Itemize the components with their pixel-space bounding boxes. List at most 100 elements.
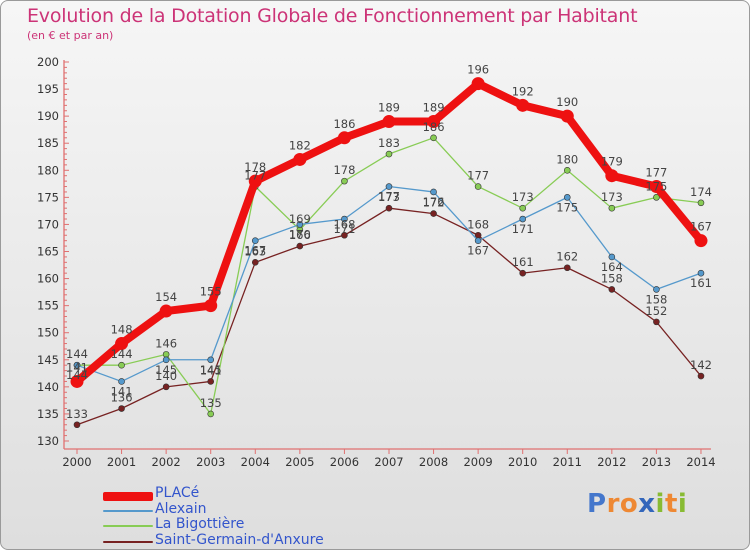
x-tick-label: 2011 bbox=[553, 455, 582, 469]
data-point-alexain bbox=[697, 269, 705, 277]
data-label-alexain: 144 bbox=[66, 368, 88, 382]
x-tick-label: 2014 bbox=[686, 455, 715, 469]
data-point-alexain bbox=[73, 361, 81, 369]
data-point-plac- bbox=[70, 374, 84, 388]
x-tick-label: 2008 bbox=[419, 455, 448, 469]
data-label-saint-germain-d-anxure: 168 bbox=[333, 217, 355, 231]
data-label-plac-: 189 bbox=[423, 101, 445, 115]
data-point-saint-germain-d-anxure bbox=[118, 405, 125, 412]
x-tick-label: 2000 bbox=[62, 455, 91, 469]
chart-title: Evolution de la Dotation Globale de Fonc… bbox=[27, 5, 638, 27]
data-point-saint-germain-d-anxure bbox=[519, 269, 527, 277]
data-label-plac-: 154 bbox=[155, 290, 177, 304]
data-label-saint-germain-d-anxure: 172 bbox=[423, 196, 445, 210]
data-label-la-bigotti-re: 177 bbox=[244, 169, 266, 183]
data-label-alexain: 164 bbox=[601, 260, 623, 274]
data-label-alexain: 145 bbox=[155, 363, 177, 377]
data-point-saint-germain-d-anxure bbox=[162, 383, 170, 391]
series-line-saint-germain-d-anxure bbox=[76, 207, 702, 426]
data-point-plac- bbox=[337, 131, 351, 145]
data-label-plac-: 177 bbox=[645, 166, 667, 180]
logo-letter: r bbox=[606, 489, 620, 519]
data-point-la-bigotti-re bbox=[519, 204, 527, 212]
data-label-plac-: 192 bbox=[512, 84, 534, 98]
data-point-saint-germain-d-anxure bbox=[73, 421, 81, 429]
data-point-saint-germain-d-anxure bbox=[474, 231, 482, 239]
data-label-la-bigotti-re: 135 bbox=[200, 396, 222, 410]
data-point-la-bigotti-re bbox=[385, 150, 393, 158]
data-label-plac-: 190 bbox=[556, 95, 578, 109]
data-point-saint-germain-d-anxure bbox=[385, 204, 393, 212]
data-label-la-bigotti-re: 146 bbox=[155, 336, 177, 350]
data-label-saint-germain-d-anxure: 173 bbox=[378, 190, 400, 204]
x-tick-label: 2002 bbox=[151, 455, 180, 469]
data-point-alexain bbox=[251, 237, 259, 244]
logo-letter: x bbox=[638, 489, 656, 519]
data-label-saint-germain-d-anxure: 166 bbox=[289, 228, 311, 242]
data-point-saint-germain-d-anxure bbox=[341, 231, 348, 239]
data-point-alexain bbox=[519, 215, 527, 223]
data-label-plac-: 186 bbox=[333, 117, 355, 131]
data-point-plac- bbox=[159, 304, 173, 318]
data-point-alexain bbox=[341, 215, 348, 223]
x-tick-label: 2009 bbox=[463, 455, 492, 469]
data-point-saint-germain-d-anxure bbox=[563, 264, 571, 272]
y-tick-label: 150 bbox=[37, 326, 59, 340]
x-tick-label: 2004 bbox=[241, 455, 270, 469]
data-point-alexain bbox=[563, 194, 571, 201]
x-tick-label: 2005 bbox=[285, 455, 314, 469]
y-tick-label: 185 bbox=[37, 136, 59, 150]
y-tick-label: 160 bbox=[37, 272, 59, 286]
data-label-alexain: 176 bbox=[423, 195, 445, 209]
data-point-la-bigotti-re bbox=[697, 199, 705, 207]
legend-swatch-la-bigottiere bbox=[103, 525, 153, 527]
data-point-saint-germain-d-anxure bbox=[251, 259, 259, 266]
data-label-la-bigotti-re: 178 bbox=[333, 163, 355, 177]
data-point-la-bigotti-re bbox=[430, 134, 437, 142]
y-tick-label: 180 bbox=[37, 163, 59, 177]
data-point-plac- bbox=[605, 169, 619, 183]
data-label-la-bigotti-re: 177 bbox=[467, 169, 489, 183]
data-label-la-bigotti-re: 169 bbox=[289, 212, 311, 226]
data-label-alexain: 141 bbox=[111, 384, 133, 398]
x-tick-label: 2006 bbox=[330, 455, 359, 469]
data-point-alexain bbox=[608, 253, 616, 261]
data-label-saint-germain-d-anxure: 136 bbox=[111, 391, 133, 405]
logo-letter: i bbox=[677, 489, 688, 519]
data-label-alexain: 161 bbox=[690, 276, 712, 290]
data-point-alexain bbox=[162, 356, 170, 364]
legend-swatch-saint-germain bbox=[103, 541, 153, 543]
data-label-plac-: 155 bbox=[200, 285, 222, 299]
y-tick-label: 170 bbox=[37, 217, 59, 231]
data-point-plac- bbox=[471, 77, 485, 91]
data-label-saint-germain-d-anxure: 162 bbox=[556, 250, 578, 264]
x-tick-label: 2003 bbox=[196, 455, 225, 469]
data-point-plac- bbox=[649, 180, 663, 194]
data-point-plac- bbox=[694, 234, 708, 248]
data-point-plac- bbox=[382, 115, 396, 129]
data-label-la-bigotti-re: 175 bbox=[645, 179, 667, 193]
data-label-alexain: 145 bbox=[200, 363, 222, 377]
legend-swatch-placé bbox=[103, 492, 153, 501]
data-label-la-bigotti-re: 186 bbox=[423, 120, 445, 134]
logo-letter: o bbox=[619, 489, 639, 519]
y-tick-label: 200 bbox=[37, 55, 59, 69]
data-point-la-bigotti-re bbox=[474, 183, 482, 190]
data-label-la-bigotti-re: 180 bbox=[556, 152, 578, 166]
y-tick-label: 145 bbox=[37, 353, 59, 367]
data-label-saint-germain-d-anxure: 168 bbox=[467, 217, 489, 231]
data-label-saint-germain-d-anxure: 158 bbox=[601, 271, 623, 285]
data-label-plac-: 182 bbox=[289, 138, 311, 152]
data-point-la-bigotti-re bbox=[341, 177, 348, 185]
data-point-alexain bbox=[296, 221, 304, 228]
data-point-saint-germain-d-anxure bbox=[207, 378, 215, 385]
data-point-la-bigotti-re bbox=[118, 361, 125, 369]
data-label-alexain: 170 bbox=[289, 227, 311, 241]
data-point-alexain bbox=[118, 378, 125, 385]
data-label-plac-: 148 bbox=[111, 323, 133, 337]
y-tick-label: 175 bbox=[37, 190, 59, 204]
data-label-plac-: 167 bbox=[690, 220, 712, 234]
data-point-saint-germain-d-anxure bbox=[697, 372, 705, 380]
legend-label-saint-germain: Saint-Germain-d'Anxure bbox=[155, 532, 324, 548]
